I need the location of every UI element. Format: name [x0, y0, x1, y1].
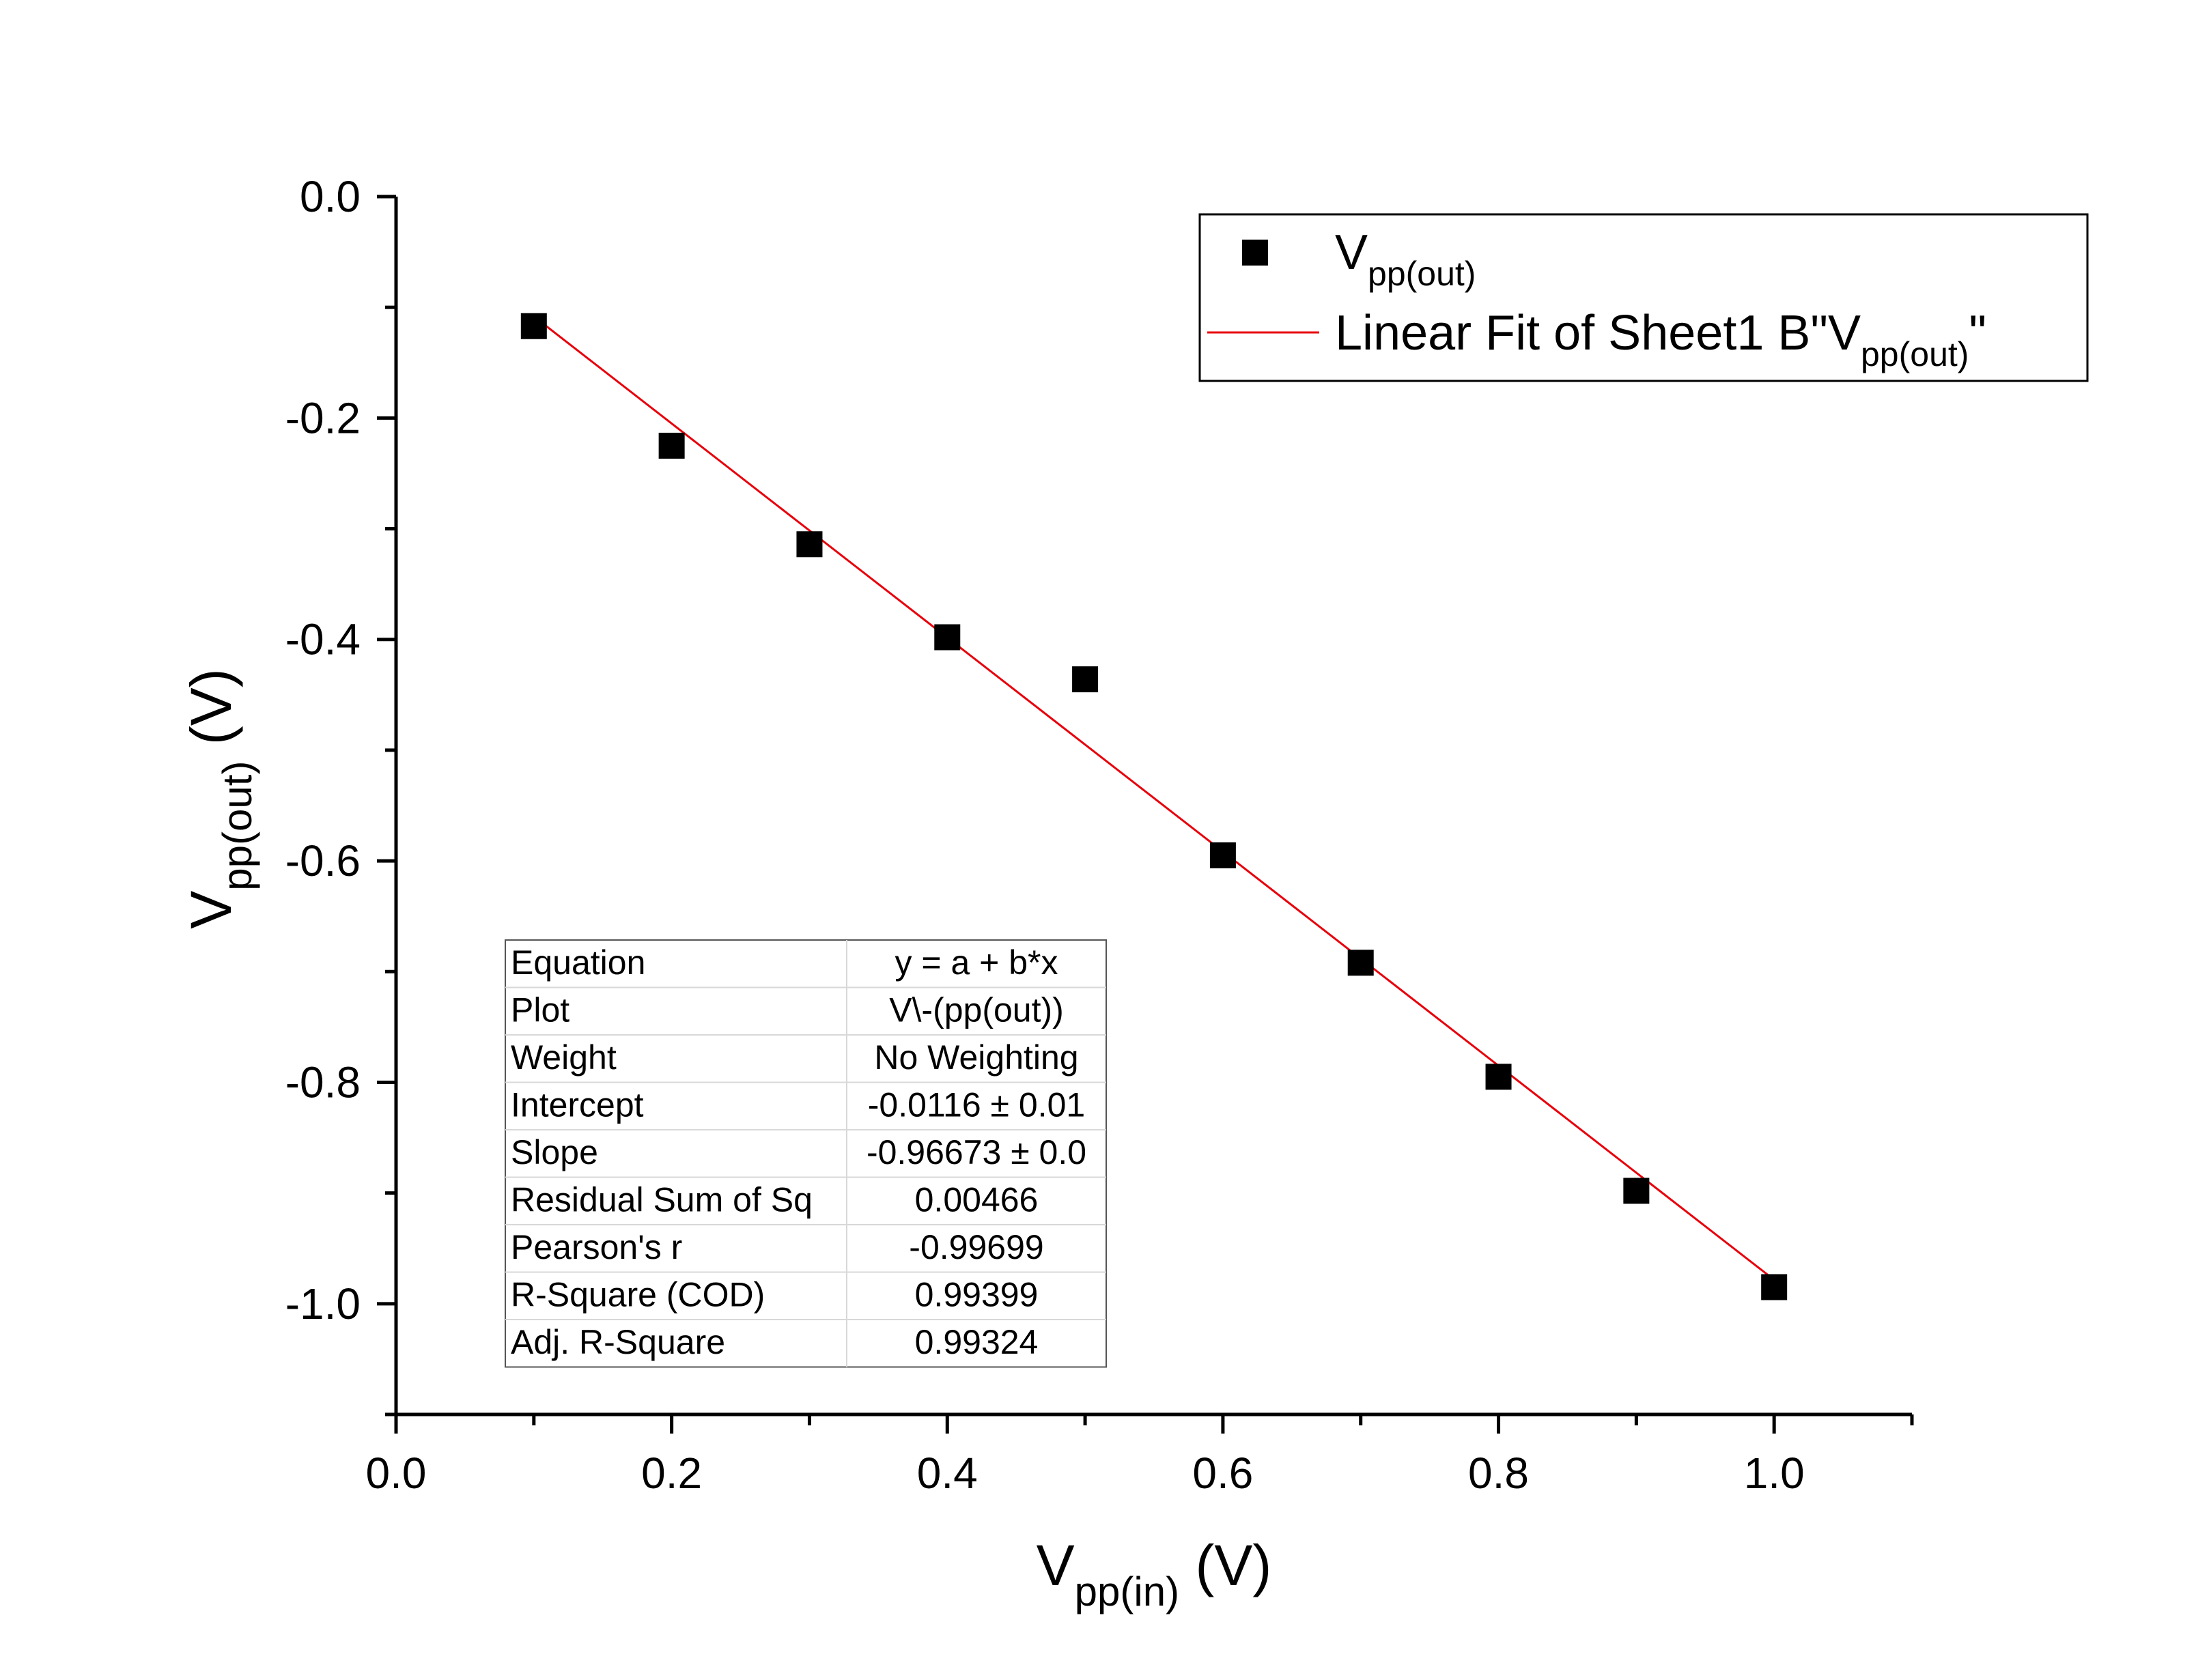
- stats-row-label: Adj. R-Square: [511, 1323, 725, 1361]
- axes: 0.0 0.2 0.4 0.6 0.8 1.0 0.0 -0.2 -0.4 -0.6 -0.8 -1.…: [285, 172, 1914, 1498]
- stats-row-label: Weight: [511, 1038, 617, 1077]
- x-tick-label: 0.4: [917, 1449, 978, 1498]
- x-tick-label: 0.8: [1468, 1449, 1529, 1498]
- stats-table-border: [505, 939, 1107, 1368]
- data-point: [520, 313, 547, 339]
- x-axis-title: Vpp(in) (V): [1037, 1533, 1272, 1614]
- y-tick-label: -0.6: [285, 836, 361, 885]
- stats-row-label: Plot: [511, 991, 569, 1029]
- legend: Vpp(out) Linear Fit of Sheet1 B"Vpp(out)": [1198, 213, 2089, 382]
- stats-row-value: V\-(pp(out)): [889, 991, 1064, 1029]
- axis-titles: Vpp(in) (V) Vpp(out) (V): [179, 668, 1271, 1614]
- stats-row-value: 0.00466: [915, 1181, 1039, 1219]
- stats-row-label: Residual Sum of Sq: [511, 1181, 813, 1219]
- data-point: [934, 624, 961, 651]
- data-point: [658, 432, 685, 459]
- data-point: [1761, 1274, 1788, 1300]
- fit-layer: [533, 315, 1775, 1281]
- stats-table: Equation y = a + b*x Plot V\-(pp(out)) Weigh…: [505, 939, 1107, 1368]
- x-tick-label: 1.0: [1744, 1449, 1805, 1498]
- data-point: [1209, 842, 1236, 868]
- data-point: [1347, 950, 1374, 976]
- stats-row-value: -0.96673 ± 0.0: [867, 1133, 1086, 1171]
- x-tick-label: 0.6: [1192, 1449, 1253, 1498]
- stats-row-label: R-Square (COD): [511, 1276, 765, 1314]
- stats-row-label: Pearson's r: [511, 1228, 682, 1266]
- y-tick-label: -0.2: [285, 393, 361, 442]
- legend-marker-square: [1242, 240, 1268, 266]
- legend-label-fit: Linear Fit of Sheet1 B"Vpp(out)": [1335, 306, 1986, 373]
- y-tick-label: -0.4: [285, 615, 361, 664]
- points-layer: [520, 313, 1788, 1300]
- data-point: [1485, 1064, 1512, 1090]
- stats-row-value: 0.99324: [915, 1323, 1039, 1361]
- stats-row-label: Equation: [511, 943, 645, 982]
- data-point: [1623, 1178, 1650, 1204]
- stats-row-label: Intercept: [511, 1086, 644, 1124]
- stats-row-value: No Weighting: [874, 1038, 1078, 1077]
- stats-row-value: -0.0116 ± 0.01: [868, 1086, 1085, 1124]
- stats-row-label: Slope: [511, 1133, 598, 1171]
- fit-line: [533, 315, 1775, 1281]
- stats-row-value: 0.99399: [915, 1276, 1039, 1314]
- data-point: [1072, 666, 1099, 693]
- data-point: [796, 531, 823, 558]
- stats-row-value: y = a + b*x: [895, 943, 1058, 982]
- legend-label-series: Vpp(out): [1335, 225, 1476, 293]
- y-tick-label: -1.0: [285, 1279, 361, 1328]
- y-tick-label: -0.8: [285, 1057, 361, 1107]
- x-tick-label: 0.2: [641, 1449, 702, 1498]
- legend-box: [1198, 213, 2089, 382]
- y-tick-label: 0.0: [300, 172, 361, 221]
- y-axis-title: Vpp(out) (V): [179, 668, 260, 928]
- stats-row-value: -0.99699: [909, 1228, 1043, 1266]
- x-tick-label: 0.0: [366, 1449, 427, 1498]
